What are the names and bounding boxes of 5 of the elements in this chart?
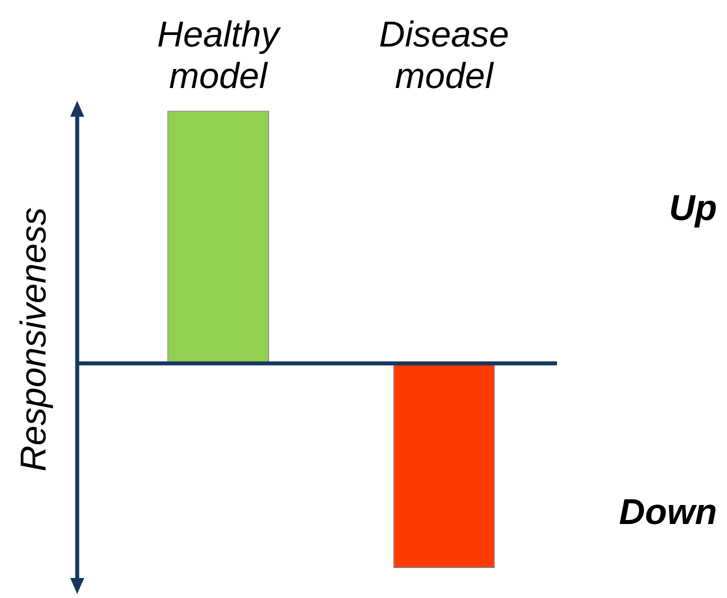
x-tick-label: Healthy model (157, 14, 282, 96)
y-axis-title: Responsiveness (12, 207, 54, 472)
text: Up (669, 186, 717, 229)
text: Down (619, 490, 717, 533)
x-tick-label: Disease model (379, 14, 510, 96)
